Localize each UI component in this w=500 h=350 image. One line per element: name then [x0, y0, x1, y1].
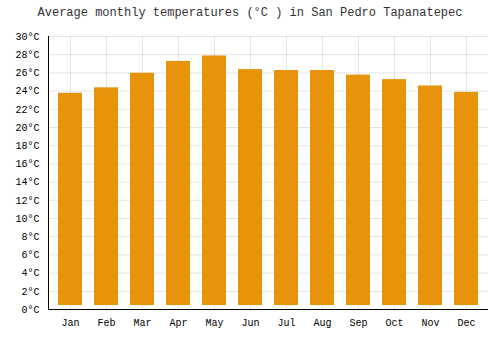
svg-text:May: May [205, 318, 223, 329]
svg-text:Jun: Jun [241, 318, 259, 329]
svg-text:Aug: Aug [313, 318, 331, 329]
svg-text:Apr: Apr [169, 318, 187, 329]
svg-text:30°C: 30°C [15, 32, 39, 43]
svg-text:14°C: 14°C [15, 177, 39, 188]
svg-text:16°C: 16°C [15, 159, 39, 170]
html-text:Average monthly temperatures (: Average monthly temperatures (°C ) in Sa… [37, 6, 463, 20]
svg-text:Jul: Jul [277, 318, 295, 329]
svg-text:24°C: 24°C [15, 86, 39, 97]
svg-text:6°C: 6°C [21, 250, 39, 261]
svg-text:20°C: 20°C [15, 123, 39, 134]
svg-text:Jan: Jan [61, 318, 79, 329]
svg-text:Dec: Dec [457, 318, 475, 329]
svg-text:18°C: 18°C [15, 141, 39, 152]
svg-text:Oct: Oct [385, 318, 403, 329]
svg-text:Mar: Mar [133, 318, 151, 329]
svg-text:2°C: 2°C [21, 287, 39, 298]
svg-text:12°C: 12°C [15, 196, 39, 207]
svg-text:26°C: 26°C [15, 68, 39, 79]
svg-text:Sep: Sep [349, 318, 367, 329]
svg-text:Feb: Feb [97, 318, 115, 329]
svg-text:0°C: 0°C [21, 305, 39, 316]
svg-text:Nov: Nov [421, 318, 439, 329]
svg-text:4°C: 4°C [21, 268, 39, 279]
svg-text:28°C: 28°C [15, 50, 39, 61]
svg-text:10°C: 10°C [15, 214, 39, 225]
svg-text:8°C: 8°C [21, 232, 39, 243]
svg-text:22°C: 22°C [15, 105, 39, 116]
